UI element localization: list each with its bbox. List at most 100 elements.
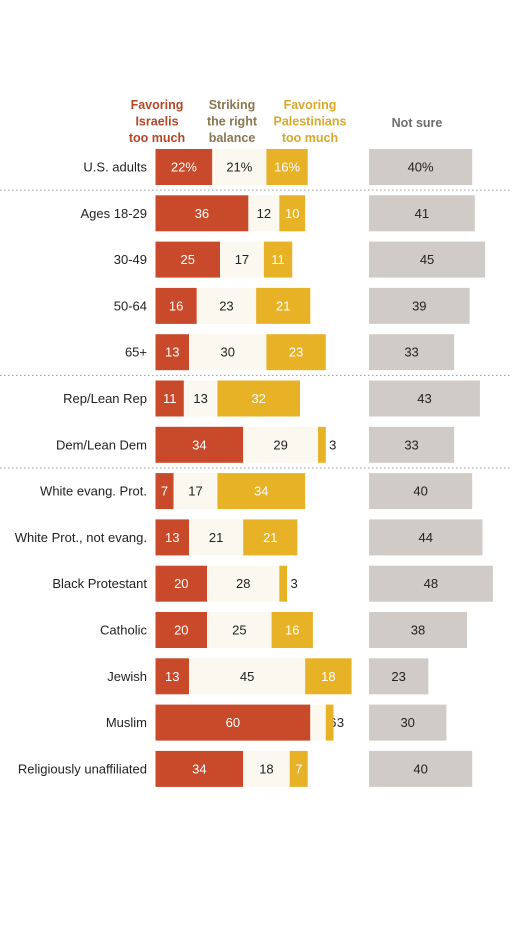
bar-not-sure-13 — [369, 750, 473, 787]
value-label-palestinians-11: 18 — [321, 669, 335, 684]
row-label-3: 50-64 — [114, 298, 147, 313]
value-label-israelis-1: 36 — [195, 206, 209, 221]
value-label-palestinians-1: 10 — [285, 206, 299, 221]
bar-not-sure-7 — [369, 473, 473, 510]
header-palestinians-line-2: too much — [282, 131, 338, 145]
value-label-balance-1: 12 — [257, 206, 271, 221]
row-label-9: Black Protestant — [52, 576, 147, 591]
bar-balance-3 — [196, 287, 257, 324]
value-label-palestinians-13: 7 — [295, 761, 302, 776]
bar-palestinians-8 — [243, 519, 298, 556]
group-separators — [0, 189, 512, 469]
header-palestinians-line-0: Favoring — [284, 98, 337, 112]
value-label-palestinians-12: 3 — [337, 715, 344, 730]
bar-balance-1 — [248, 195, 280, 232]
bar-balance-7 — [173, 473, 218, 510]
bar-israelis-6 — [155, 426, 244, 463]
bar-rows: U.S. adults 22% 21% 16% 40% Ages 18-29 36 12 10 4… — [15, 149, 493, 787]
value-label-not-sure-7: 40 — [413, 484, 427, 499]
row-label-11: Jewish — [107, 669, 147, 684]
value-label-palestinians-2: 11 — [271, 252, 285, 267]
header-israelis-line-2: too much — [129, 131, 185, 145]
bar-israelis-0 — [155, 149, 213, 185]
value-label-not-sure-12: 30 — [400, 715, 414, 730]
bar-balance-4 — [189, 334, 267, 371]
header-not_sure-line-0: Not sure — [392, 116, 443, 130]
value-label-israelis-13: 34 — [192, 761, 206, 776]
bar-balance-13 — [243, 750, 290, 787]
value-label-israelis-11: 13 — [165, 669, 179, 684]
bar-not-sure-12 — [369, 704, 447, 741]
bar-palestinians-1 — [279, 195, 306, 232]
value-label-not-sure-9: 48 — [424, 576, 438, 591]
value-label-israelis-2: 25 — [181, 252, 195, 267]
value-label-not-sure-0: 40% — [408, 160, 434, 175]
bar-palestinians-2 — [263, 241, 293, 278]
row-label-7: White evang. Prot. — [40, 484, 147, 499]
row-label-8: White Prot., not evang. — [15, 530, 147, 545]
bar-not-sure-0 — [369, 149, 473, 185]
row-label-12: Muslim — [106, 715, 147, 730]
row-label-0: U.S. adults — [83, 160, 147, 175]
row-label-13: Religiously unaffiliated — [18, 761, 147, 776]
bar-israelis-7 — [155, 473, 174, 510]
value-label-balance-7: 17 — [188, 484, 202, 499]
bar-palestinians-13 — [289, 750, 308, 787]
bar-israelis-2 — [155, 241, 220, 278]
value-label-balance-8: 21 — [209, 530, 223, 545]
bar-not-sure-2 — [369, 241, 486, 278]
header-israelis-line-0: Favoring — [131, 98, 184, 112]
bar-israelis-3 — [155, 287, 197, 324]
value-label-palestinians-10: 16 — [285, 623, 299, 638]
bar-palestinians-12 — [325, 704, 334, 741]
bar-israelis-13 — [155, 750, 244, 787]
bar-palestinians-6 — [318, 426, 326, 463]
value-label-not-sure-11: 23 — [391, 669, 405, 684]
bar-not-sure-3 — [369, 287, 470, 324]
value-label-not-sure-2: 45 — [420, 252, 434, 267]
value-label-not-sure-4: 33 — [404, 345, 418, 360]
bar-not-sure-6 — [369, 426, 455, 463]
bar-balance-0 — [212, 149, 267, 185]
value-label-israelis-5: 11 — [163, 391, 177, 406]
value-label-palestinians-6: 3 — [329, 437, 336, 452]
value-label-palestinians-9: 3 — [290, 576, 297, 591]
bar-not-sure-4 — [369, 334, 455, 371]
value-label-israelis-6: 34 — [192, 437, 206, 452]
bar-not-sure-9 — [369, 565, 493, 602]
bar-palestinians-5 — [217, 380, 300, 417]
bar-not-sure-11 — [369, 658, 429, 695]
row-label-5: Rep/Lean Rep — [63, 391, 147, 406]
value-label-israelis-4: 13 — [165, 345, 179, 360]
row-label-10: Catholic — [100, 623, 147, 638]
value-label-not-sure-5: 43 — [417, 391, 431, 406]
bar-israelis-1 — [155, 195, 249, 232]
value-label-balance-5: 13 — [193, 391, 207, 406]
row-label-6: Dem/Lean Dem — [56, 437, 147, 452]
bar-israelis-12 — [155, 704, 311, 741]
value-label-balance-4: 30 — [221, 345, 235, 360]
value-label-not-sure-6: 33 — [404, 437, 418, 452]
row-label-4: 65+ — [125, 345, 147, 360]
row-label-2: 30-49 — [114, 252, 147, 267]
bar-palestinians-0 — [266, 149, 308, 185]
value-label-israelis-0: 22% — [171, 160, 197, 175]
bar-balance-8 — [189, 519, 244, 556]
value-label-israelis-8: 13 — [165, 530, 179, 545]
bar-palestinians-4 — [266, 334, 326, 371]
value-label-not-sure-1: 41 — [415, 206, 429, 221]
value-label-balance-2: 17 — [235, 252, 249, 267]
value-label-not-sure-10: 38 — [411, 623, 425, 638]
header-israelis-line-1: Israelis — [135, 115, 178, 129]
value-label-palestinians-4: 23 — [289, 345, 303, 360]
value-label-israelis-10: 20 — [174, 623, 188, 638]
bar-not-sure-1 — [369, 195, 475, 232]
header-palestinians-line-1: Palestinians — [274, 115, 347, 129]
header-balance-line-1: the right — [207, 115, 258, 129]
header-balance-line-2: balance — [209, 131, 256, 145]
bar-balance-11 — [189, 658, 306, 695]
bar-palestinians-9 — [279, 565, 288, 602]
bar-balance-12 — [310, 704, 326, 741]
value-label-not-sure-3: 39 — [412, 298, 426, 313]
